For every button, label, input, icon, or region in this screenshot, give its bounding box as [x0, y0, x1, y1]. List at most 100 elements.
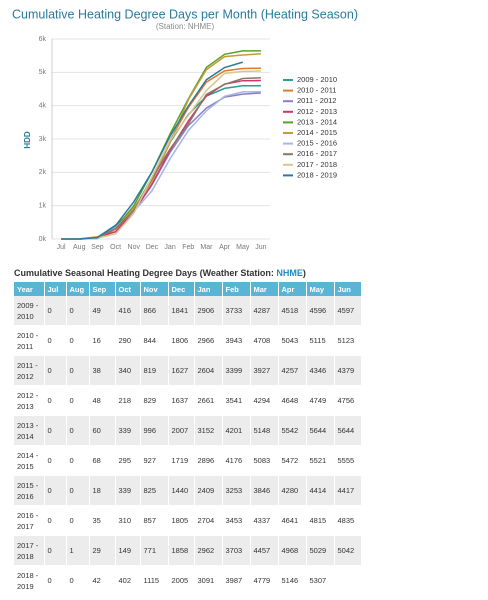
value-cell: 1115 — [140, 565, 169, 596]
value-cell: 60 — [89, 415, 116, 446]
table-title: Cumulative Seasonal Heating Degree Days … — [14, 268, 306, 278]
chart-subtitle: (Station: NHME) — [156, 22, 215, 31]
value-cell: 2409 — [194, 475, 223, 506]
value-cell: 4596 — [306, 296, 335, 326]
value-cell: 4294 — [250, 385, 279, 416]
value-cell: 3541 — [222, 385, 251, 416]
column-header: Jun — [334, 282, 362, 296]
column-header: Aug — [66, 282, 90, 296]
value-cell: 5555 — [334, 445, 362, 476]
value-cell: 3399 — [222, 355, 251, 386]
value-cell: 0 — [66, 325, 90, 356]
year-cell: 2017 - 2018 — [14, 535, 45, 566]
y-axis-label: HDD — [23, 131, 32, 149]
y-tick-label: 6k — [39, 36, 47, 43]
value-cell: 29 — [89, 535, 116, 566]
legend-label: 2010 - 2011 — [297, 86, 336, 95]
value-cell: 1637 — [168, 385, 195, 416]
table-row: 2015 - 2016 0 0 18 339 825 1440 2409 3253 3846 428… — [14, 475, 362, 506]
value-cell: 4597 — [334, 296, 362, 326]
value-cell: 0 — [44, 325, 67, 356]
value-cell: 340 — [115, 355, 141, 386]
table-row: 2011 - 2012 0 0 38 340 819 1627 2604 3399 3927 425… — [14, 355, 362, 386]
value-cell: 68 — [89, 445, 116, 476]
value-cell: 4346 — [306, 355, 335, 386]
value-cell: 4201 — [222, 415, 251, 446]
hdd-table: Year Jul Aug Sep Oct Nov Dec Jan Feb Mar Apr May Jun… — [14, 282, 362, 596]
value-cell: 1805 — [168, 505, 195, 536]
value-cell: 2005 — [168, 565, 195, 596]
value-cell: 290 — [115, 325, 141, 356]
value-cell: 1806 — [168, 325, 195, 356]
column-header: Jul — [44, 282, 67, 296]
x-tick-label: Aug — [73, 244, 86, 251]
value-cell: 149 — [115, 535, 141, 566]
value-cell: 5644 — [334, 415, 362, 446]
value-cell: 1627 — [168, 355, 195, 386]
column-header: Oct — [115, 282, 141, 296]
series-line — [61, 50, 261, 240]
value-cell: 3733 — [222, 296, 251, 326]
x-tick-label: Nov — [128, 244, 141, 251]
value-cell: 0 — [44, 565, 67, 596]
value-cell: 2966 — [194, 325, 223, 356]
value-cell: 844 — [140, 325, 169, 356]
value-cell: 2962 — [194, 535, 223, 566]
x-tick-label: Apr — [219, 244, 231, 251]
value-cell: 1440 — [168, 475, 195, 506]
column-header: Year — [14, 282, 45, 296]
value-cell: 2896 — [194, 445, 223, 476]
value-cell: 2007 — [168, 415, 195, 446]
station-link[interactable]: NHME — [276, 268, 303, 278]
legend-label: 2009 - 2010 — [297, 75, 337, 84]
x-tick-label: Jul — [57, 244, 66, 251]
year-cell: 2014 - 2015 — [14, 445, 45, 476]
value-cell: 0 — [66, 296, 90, 326]
value-cell: 4648 — [278, 385, 307, 416]
y-tick-label: 5k — [39, 69, 47, 76]
value-cell: 5542 — [278, 415, 307, 446]
value-cell: 0 — [44, 355, 67, 386]
year-cell: 2015 - 2016 — [14, 475, 45, 506]
value-cell: 5029 — [306, 535, 335, 566]
value-cell: 4287 — [250, 296, 279, 326]
value-cell: 5042 — [334, 535, 362, 566]
x-tick-label: Jun — [255, 244, 266, 251]
value-cell: 5148 — [250, 415, 279, 446]
value-cell: 1841 — [168, 296, 195, 326]
value-cell: 5043 — [278, 325, 307, 356]
column-header: Nov — [140, 282, 169, 296]
value-cell: 4779 — [250, 565, 279, 596]
value-cell: 0 — [66, 355, 90, 386]
value-cell: 829 — [140, 385, 169, 416]
table-row: 2009 - 2010 0 0 49 416 866 1841 2906 3733 4287 451… — [14, 296, 362, 326]
year-cell: 2010 - 2011 — [14, 325, 45, 356]
y-tick-label: 1k — [39, 203, 47, 210]
value-cell: 4641 — [278, 505, 307, 536]
value-cell: 3152 — [194, 415, 223, 446]
value-cell: 4280 — [278, 475, 307, 506]
value-cell: 18 — [89, 475, 116, 506]
value-cell: 4749 — [306, 385, 335, 416]
value-cell: 3927 — [250, 355, 279, 386]
table-row: 2018 - 2019 0 0 42 402 1115 2005 3091 3987 4779 51… — [14, 565, 362, 596]
value-cell: 35 — [89, 505, 116, 536]
value-cell: 4815 — [306, 505, 335, 536]
table-title-text: Cumulative Seasonal Heating Degree Days … — [14, 268, 274, 278]
year-cell: 2012 - 2013 — [14, 385, 45, 416]
chart-title: Cumulative Heating Degree Days per Month… — [12, 7, 358, 21]
value-cell: 5644 — [306, 415, 335, 446]
table-row: 2014 - 2015 0 0 68 295 927 1719 2896 4176 5083 547… — [14, 445, 362, 476]
value-cell: 3943 — [222, 325, 251, 356]
value-cell: 3453 — [222, 505, 251, 536]
value-cell: 3703 — [222, 535, 251, 566]
y-tick-label: 2k — [39, 169, 47, 176]
value-cell: 3091 — [194, 565, 223, 596]
value-cell: 4457 — [250, 535, 279, 566]
table-row: 2010 - 2011 0 0 16 290 844 1806 2966 3943 4708 504… — [14, 325, 362, 356]
series-line — [61, 61, 244, 240]
year-cell: 2009 - 2010 — [14, 296, 45, 326]
table-row: 2016 - 2017 0 0 35 310 857 1805 2704 3453 4337 464… — [14, 505, 362, 536]
value-cell: 3253 — [222, 475, 251, 506]
value-cell: 310 — [115, 505, 141, 536]
